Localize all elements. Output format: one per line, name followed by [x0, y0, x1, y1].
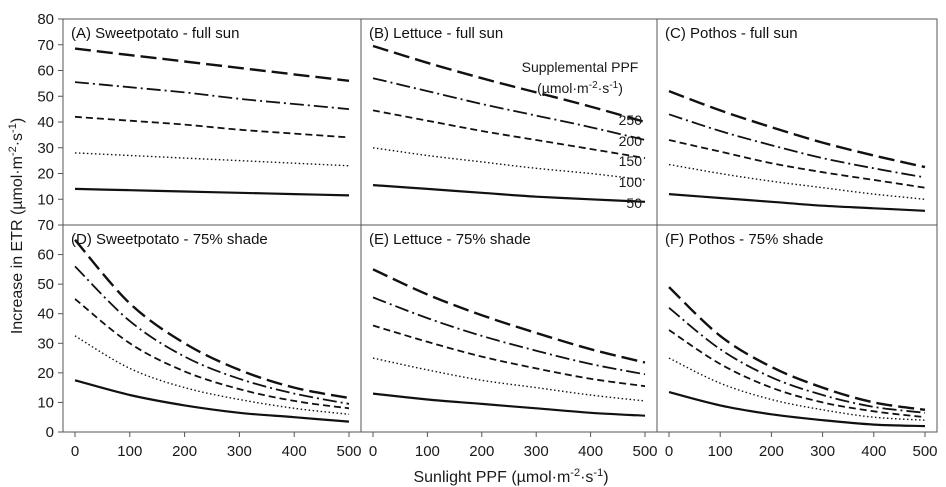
x-axis-title-dot: ·s: [580, 469, 593, 486]
x-tick-label: 400: [282, 443, 307, 460]
series-line-200: [668, 113, 926, 179]
plot-area: 10 20 30 40 50 60 70 80 0 10 20 30 40 50 60 70 0 100 200 30…: [37, 11, 937, 460]
series-line-150: [372, 324, 646, 388]
y-axis-title: Increase in ETR (µmol·m-2·s-1): [7, 118, 26, 334]
x-tick-label: 400: [861, 443, 886, 460]
panel-title: (F) Pothos - 75% shade: [665, 231, 823, 248]
panel-title: (A) Sweetpotato - full sun: [71, 25, 239, 42]
y-tick-label: 40: [37, 114, 54, 131]
panel-title: (C) Pothos - full sun: [665, 25, 798, 42]
y-tick-label: 10: [37, 394, 54, 411]
panel-frame-1-1: [360, 224, 658, 433]
series-line-50: [668, 391, 926, 428]
x-tick-label: 400: [578, 443, 603, 460]
x-tick-label: 500: [336, 443, 361, 460]
panel-frame-0-2: [656, 18, 938, 226]
legend-title-line1: Supplemental PPF: [522, 59, 639, 75]
legend-title-sup-2: -1: [609, 80, 618, 91]
legend-level-label: 50: [626, 195, 642, 211]
series-line-150: [74, 115, 350, 139]
series-line-200: [668, 307, 926, 414]
series-line-200: [372, 296, 646, 376]
y-axis-title-close: ): [9, 118, 26, 123]
series-line-250: [372, 268, 646, 364]
x-tick-label: 100: [708, 443, 733, 460]
legend-title-sup-1: -2: [589, 80, 598, 91]
y-axis-title-dot: ·s: [9, 133, 26, 146]
x-tick-label: 200: [469, 443, 494, 460]
x-tick-label: 500: [632, 443, 657, 460]
legend-level-label: 100: [619, 174, 643, 190]
y-tick-label: 0: [46, 424, 54, 441]
series-line-100: [372, 147, 646, 181]
x-axis-title-close: ): [603, 469, 608, 486]
y-tick-label: 10: [37, 191, 54, 208]
y-tick-label: 40: [37, 306, 54, 323]
series-line-100: [668, 357, 926, 421]
series-line-50: [74, 187, 350, 197]
y-tick-label: 30: [37, 140, 54, 157]
x-tick-label: 300: [227, 443, 252, 460]
series-line-50: [74, 379, 350, 423]
panel-title: (D) Sweetpotato - 75% shade: [71, 231, 268, 248]
series-line-50: [668, 193, 926, 212]
legend-title-line2: (µmol·m-2·s-1): [537, 80, 623, 96]
series-line-50: [372, 392, 646, 417]
series-line-150: [668, 329, 926, 419]
x-axis-title-sup-2: -1: [593, 467, 603, 479]
y-axis-title-sup-2: -1: [7, 123, 19, 133]
series-line-150: [668, 139, 926, 189]
y-tick-label: 80: [37, 11, 54, 28]
series-line-250: [74, 47, 350, 82]
y-tick-label: 30: [37, 335, 54, 352]
panel-title: (E) Lettuce - 75% shade: [369, 231, 531, 248]
x-axis-title-sup-1: -2: [570, 467, 580, 479]
series-line-250: [668, 286, 926, 411]
y-tick-label: 60: [37, 63, 54, 80]
legend-level-label: 250: [619, 112, 643, 128]
x-tick-label: 0: [369, 443, 377, 460]
x-tick-label: 100: [117, 443, 142, 460]
x-tick-label: 300: [810, 443, 835, 460]
series-line-100: [74, 152, 350, 167]
x-tick-label: 200: [759, 443, 784, 460]
x-tick-label: 200: [172, 443, 197, 460]
series-line-250: [74, 239, 350, 400]
series-line-150: [74, 298, 350, 410]
x-axis-title: Sunlight PPF (µmol·m-2·s-1): [413, 467, 608, 486]
x-tick-label: 0: [71, 443, 79, 460]
series-line-250: [372, 44, 646, 124]
y-axis-title-sup-1: -2: [7, 146, 19, 156]
series-line-250: [668, 89, 926, 169]
series-line-200: [74, 265, 350, 405]
y-axis-title-mu: µ: [9, 200, 26, 209]
legend-title-dot: ·s: [598, 80, 610, 96]
panel-frame-1-2: [656, 224, 938, 433]
y-tick-label: 50: [37, 276, 54, 293]
legend-level-label: 150: [619, 153, 643, 169]
y-tick-label: 20: [37, 365, 54, 382]
series-line-50: [372, 184, 646, 203]
y-tick-label: 50: [37, 88, 54, 105]
y-tick-label: 70: [37, 217, 54, 234]
x-tick-label: 100: [415, 443, 440, 460]
series-line-200: [372, 77, 646, 141]
panel-frame-1-0: [62, 224, 362, 433]
panel-title: (B) Lettuce - full sun: [369, 25, 503, 42]
legend-level-label: 200: [619, 133, 643, 149]
legend-title-close: ): [618, 80, 623, 96]
series-line-200: [74, 81, 350, 110]
x-tick-label: 500: [912, 443, 937, 460]
series-line-150: [372, 109, 646, 159]
y-tick-label: 70: [37, 37, 54, 54]
y-tick-label: 20: [37, 166, 54, 183]
series-line-100: [372, 357, 646, 402]
x-tick-label: 0: [665, 443, 673, 460]
x-tick-label: 300: [524, 443, 549, 460]
y-tick-label: 60: [37, 247, 54, 264]
